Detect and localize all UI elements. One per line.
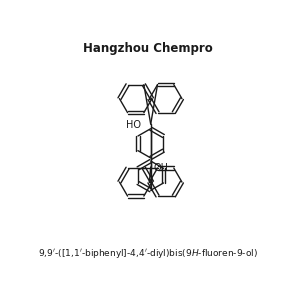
Text: HO: HO: [126, 120, 141, 130]
Text: 9,9$'$-([1,1$'$-biphenyl]-4,4$'$-diyl)bis(9$\it{H}$-fluoren-9-ol): 9,9$'$-([1,1$'$-biphenyl]-4,4$'$-diyl)bi…: [38, 247, 257, 260]
Text: OH: OH: [154, 163, 169, 173]
Text: Hangzhou Chempro: Hangzhou Chempro: [83, 42, 213, 55]
